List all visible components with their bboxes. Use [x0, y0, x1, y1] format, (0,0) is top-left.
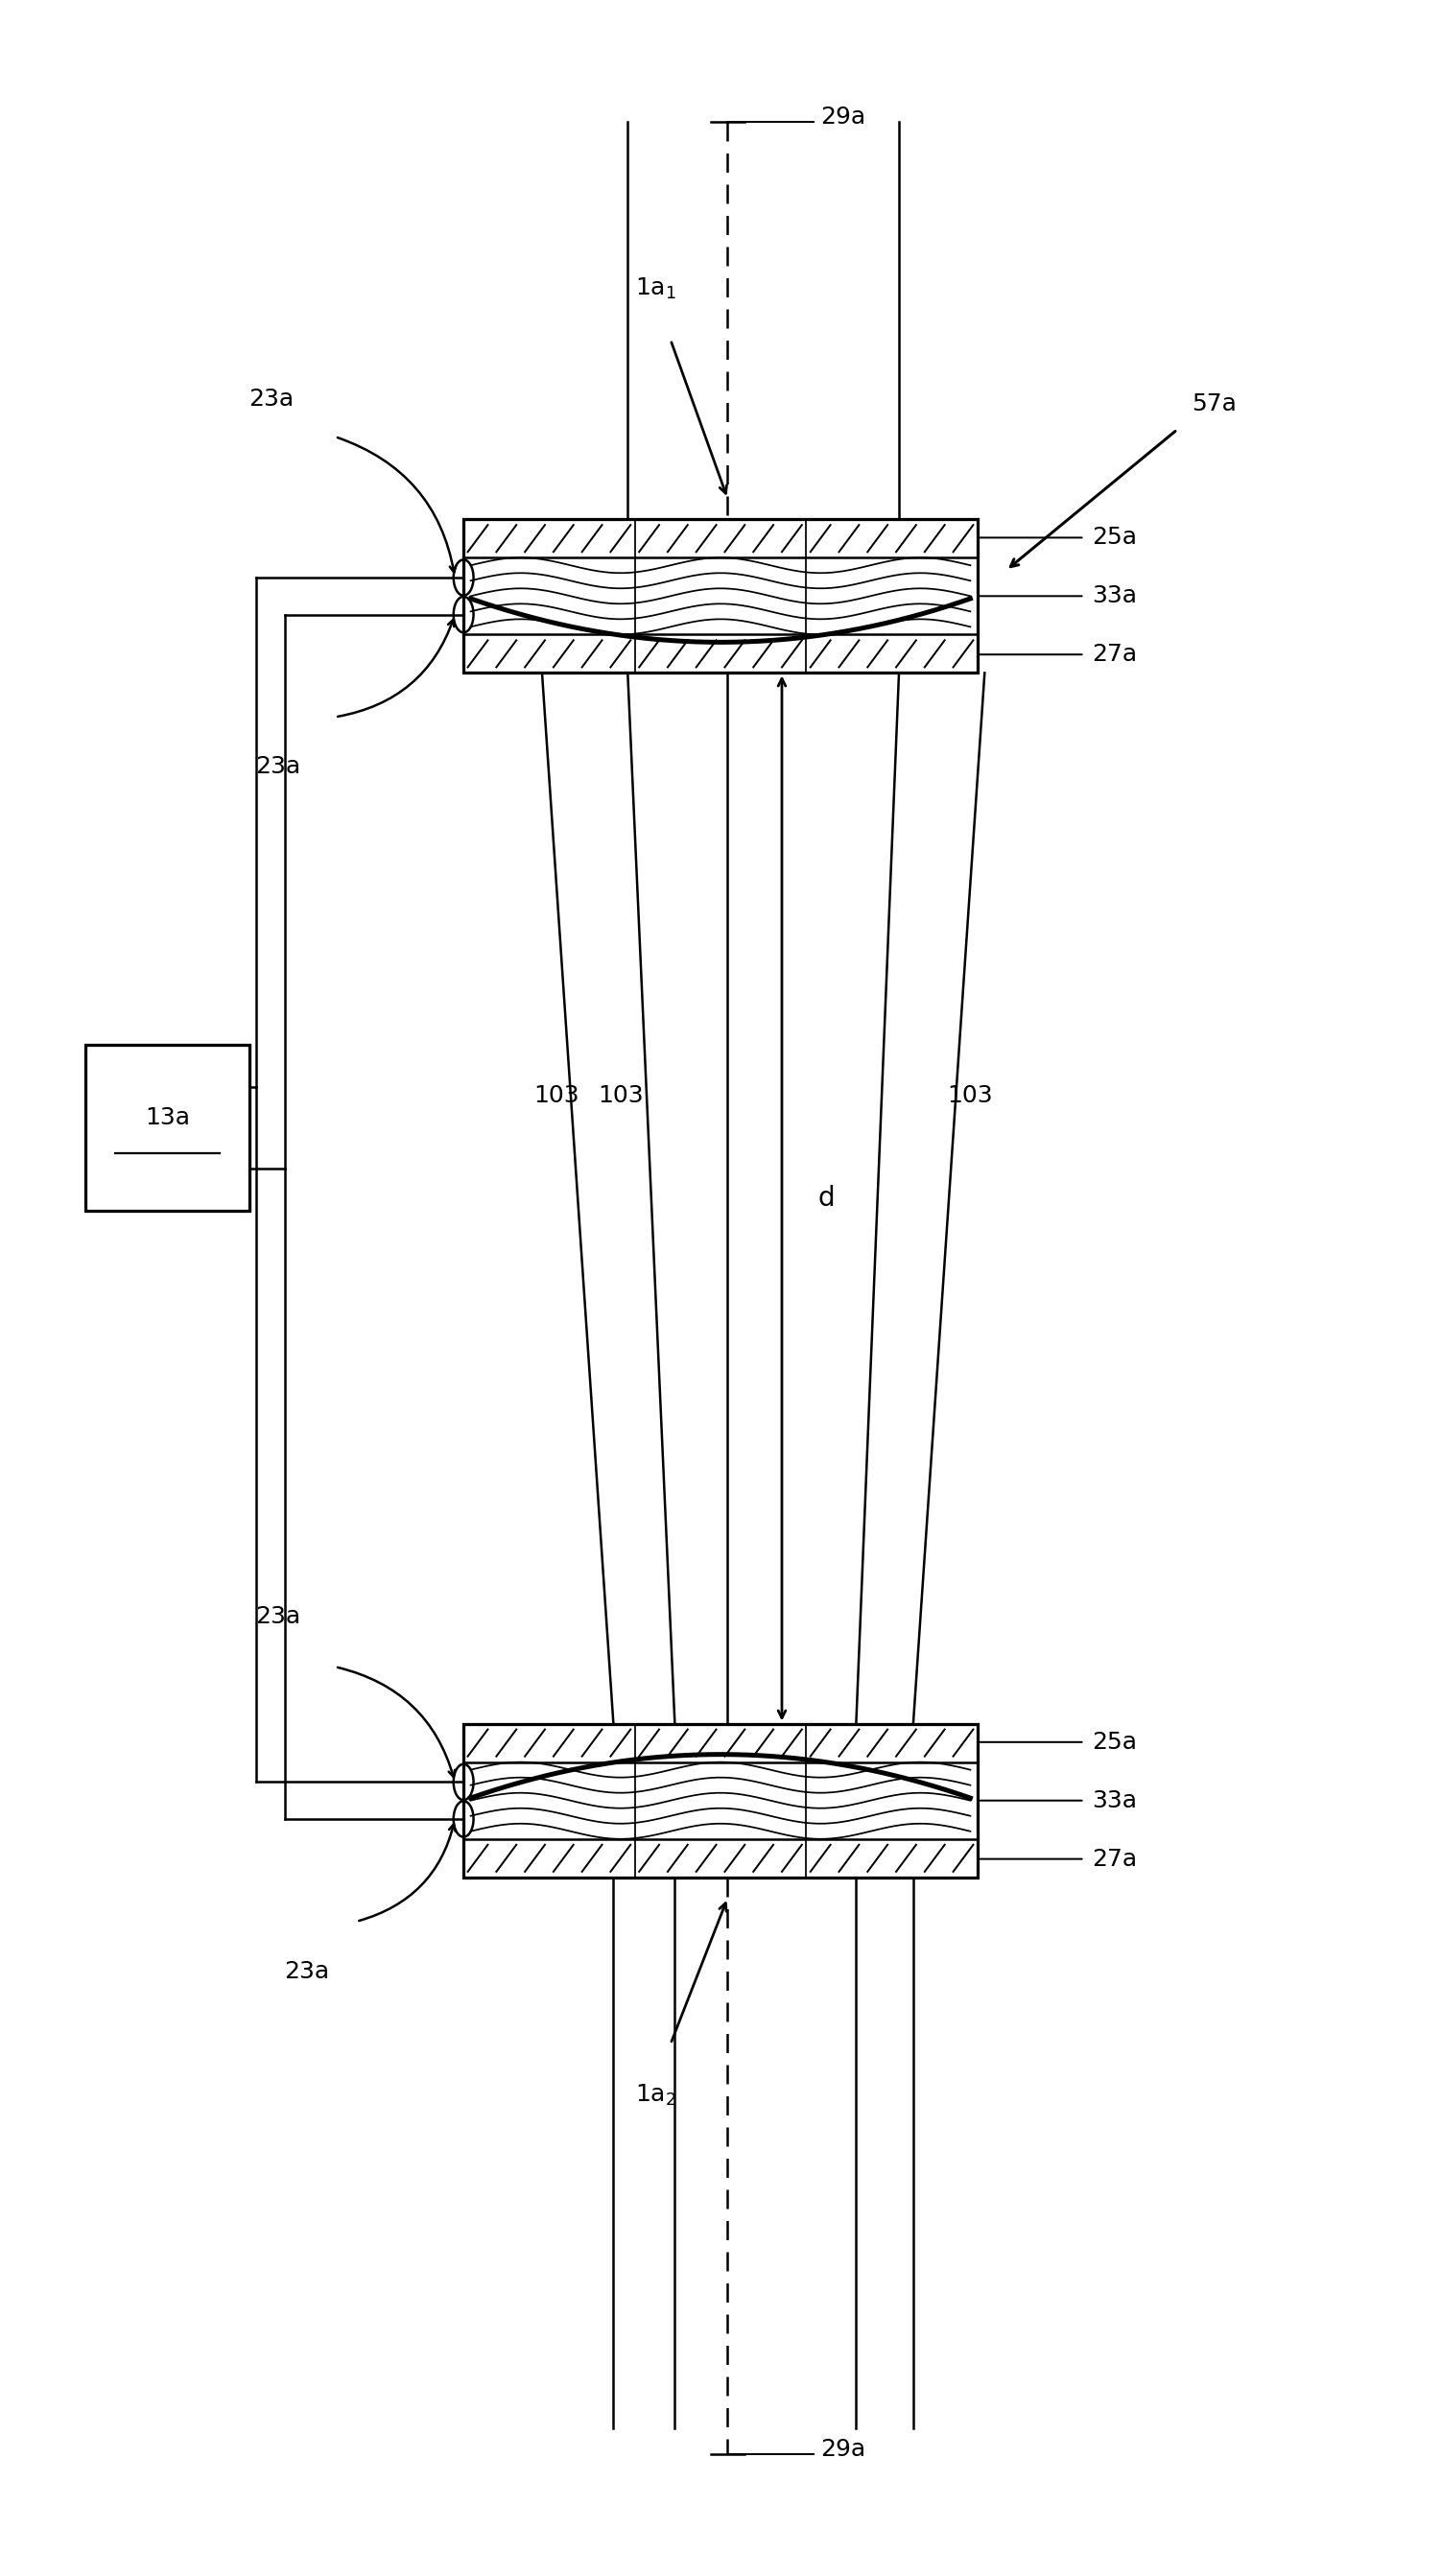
Text: 27a: 27a: [1092, 1847, 1137, 1870]
Text: 33a: 33a: [1092, 585, 1137, 608]
Text: 25a: 25a: [1092, 526, 1137, 549]
Text: 27a: 27a: [1092, 644, 1137, 667]
Text: 13a: 13a: [144, 1105, 190, 1128]
Text: 103: 103: [598, 1084, 644, 1108]
Text: 23a: 23a: [255, 755, 301, 778]
Text: 23a: 23a: [248, 389, 294, 412]
Text: 103: 103: [948, 1084, 993, 1108]
Text: 57a: 57a: [1192, 392, 1236, 415]
Text: 29a: 29a: [820, 106, 866, 129]
Text: 25a: 25a: [1092, 1731, 1137, 1754]
Text: 29a: 29a: [820, 2437, 866, 2460]
Text: 33a: 33a: [1092, 1788, 1137, 1811]
Text: 103: 103: [533, 1084, 579, 1108]
Text: d: d: [817, 1185, 834, 1211]
Text: 1a$_2$: 1a$_2$: [635, 2081, 676, 2107]
Text: 1a$_1$: 1a$_1$: [635, 276, 676, 301]
Text: 23a: 23a: [284, 1960, 329, 1984]
Text: 23a: 23a: [255, 1605, 301, 1628]
Bar: [85, 1043, 249, 1211]
